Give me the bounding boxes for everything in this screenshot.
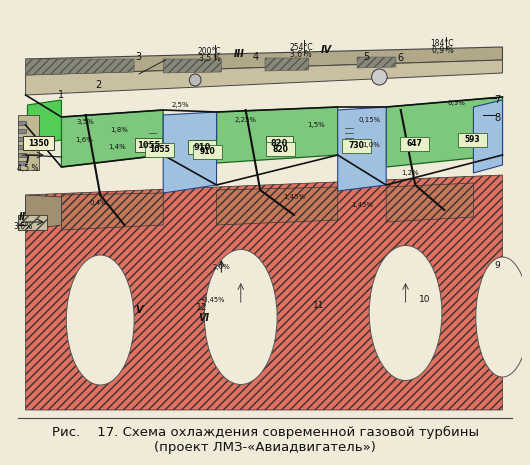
Polygon shape [473, 100, 502, 173]
Text: 593: 593 [465, 135, 480, 145]
Text: 0,15%: 0,15% [359, 117, 381, 123]
Text: (проект ЛМЗ-«Авиадвигатель»): (проект ЛМЗ-«Авиадвигатель») [154, 440, 376, 453]
Polygon shape [163, 59, 222, 73]
Text: 730: 730 [348, 141, 364, 151]
Ellipse shape [476, 257, 529, 377]
Text: 7: 7 [494, 95, 501, 105]
Bar [400, 137, 429, 151]
Polygon shape [25, 60, 502, 95]
Text: 2,5%: 2,5% [172, 102, 190, 108]
Text: 2,25%: 2,25% [235, 117, 257, 123]
Bar [458, 133, 487, 147]
Text: 2: 2 [95, 80, 101, 90]
Bar [135, 138, 162, 152]
Text: 4,5 %: 4,5 % [17, 165, 38, 173]
Text: 1,0%: 1,0% [363, 142, 381, 148]
Text: 254°С: 254°С [289, 44, 313, 53]
Bar [145, 143, 174, 157]
Bar [18, 129, 25, 133]
Bar [18, 137, 25, 141]
Polygon shape [217, 107, 338, 163]
Text: 200°С: 200°С [198, 47, 222, 57]
Polygon shape [25, 59, 134, 75]
Polygon shape [163, 112, 217, 193]
Polygon shape [338, 107, 386, 191]
Text: →3,45%: →3,45% [199, 297, 225, 303]
Text: 1,8%: 1,8% [111, 127, 129, 133]
Ellipse shape [369, 246, 442, 380]
Text: 1,6%: 1,6% [75, 137, 93, 143]
Text: 0,9 %: 0,9 % [431, 46, 453, 55]
Text: 1: 1 [58, 90, 65, 100]
Polygon shape [25, 195, 61, 230]
Text: 910: 910 [193, 142, 211, 152]
Bar [18, 145, 25, 149]
Text: 1,4%: 1,4% [108, 144, 126, 150]
Text: I: I [25, 155, 29, 165]
Bar [193, 145, 223, 159]
Text: 0,4%: 0,4% [90, 200, 107, 206]
Text: 1,45%: 1,45% [283, 194, 305, 200]
Text: 3,6 %: 3,6 % [290, 51, 312, 60]
Bar [266, 142, 295, 156]
Text: 820: 820 [272, 145, 288, 153]
Polygon shape [25, 175, 502, 410]
Text: 820: 820 [271, 139, 288, 147]
Bar [18, 121, 25, 125]
Text: 8: 8 [494, 113, 501, 123]
Text: 3,5%: 3,5% [77, 119, 94, 125]
Text: 1,45%: 1,45% [351, 202, 373, 208]
Polygon shape [217, 187, 338, 225]
Text: 3,6%: 3,6% [13, 221, 32, 231]
Ellipse shape [66, 255, 134, 385]
Text: 1350: 1350 [28, 139, 49, 147]
Text: V: V [135, 305, 143, 315]
Text: 910: 910 [200, 147, 216, 157]
Bar [266, 136, 293, 150]
Text: 2,0%: 2,0% [213, 264, 230, 270]
Polygon shape [61, 193, 163, 230]
Polygon shape [28, 100, 61, 145]
Bar [23, 136, 54, 150]
Text: 184°С: 184°С [431, 40, 454, 48]
Bar [18, 153, 25, 157]
Polygon shape [265, 58, 308, 71]
Polygon shape [61, 110, 163, 167]
Circle shape [372, 69, 387, 85]
Text: 0,3%: 0,3% [447, 100, 465, 106]
Text: 647: 647 [407, 140, 422, 148]
Circle shape [189, 74, 201, 86]
Text: 1055: 1055 [149, 146, 170, 154]
Text: 3,5 %: 3,5 % [199, 54, 220, 64]
Text: 4: 4 [252, 52, 258, 62]
Bar [341, 139, 370, 153]
Text: 11: 11 [313, 300, 324, 310]
Bar [18, 115, 39, 170]
Polygon shape [25, 47, 502, 75]
Text: 12: 12 [196, 303, 208, 312]
Text: 10: 10 [419, 295, 431, 305]
Text: VI: VI [198, 313, 209, 323]
Ellipse shape [205, 250, 277, 385]
Bar [18, 215, 47, 230]
Polygon shape [386, 97, 502, 167]
Text: 5: 5 [364, 52, 370, 62]
Text: 6: 6 [398, 53, 404, 63]
Polygon shape [386, 183, 473, 222]
Text: III: III [233, 49, 244, 59]
Polygon shape [357, 57, 396, 68]
Bar [18, 161, 25, 165]
Text: 3: 3 [135, 52, 141, 62]
Text: 1,2%: 1,2% [402, 170, 419, 176]
Text: Рис.    17. Схема охлаждения современной газовой турбины: Рис. 17. Схема охлаждения современной га… [51, 425, 479, 438]
Text: 1,5%: 1,5% [307, 122, 325, 128]
Text: IV: IV [321, 45, 332, 55]
Text: 9: 9 [495, 260, 500, 270]
Bar [189, 140, 216, 154]
Text: 1055: 1055 [137, 140, 161, 150]
Text: II: II [19, 212, 26, 222]
